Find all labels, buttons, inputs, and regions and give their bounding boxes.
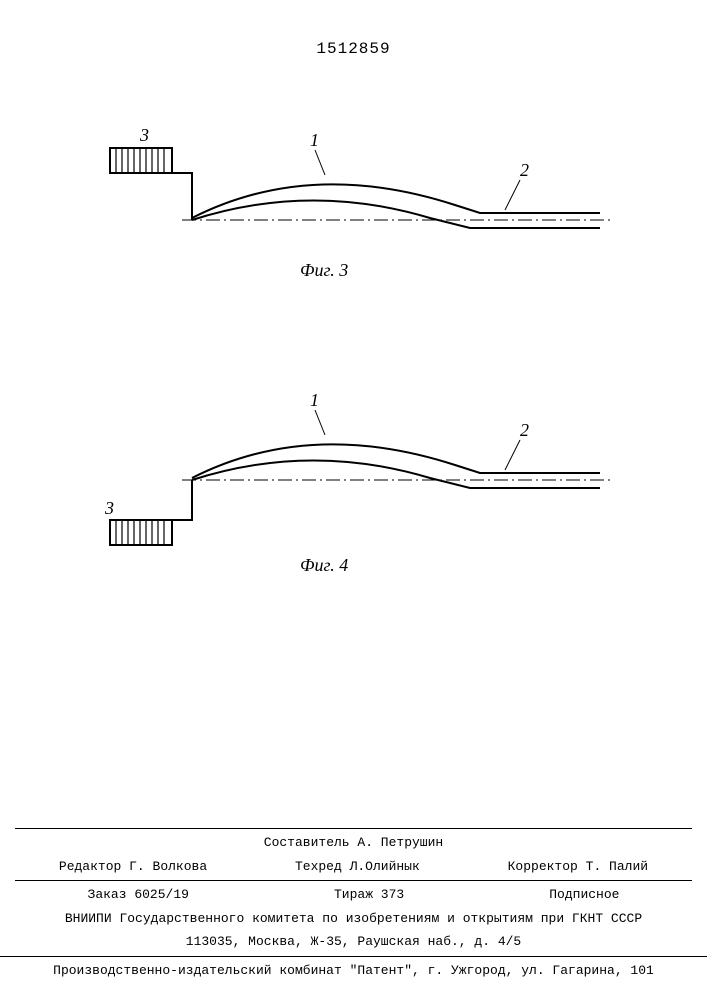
- label-1: 1: [310, 390, 319, 411]
- figure-4-caption: Фиг. 4: [300, 555, 348, 576]
- label-3: 3: [105, 498, 114, 519]
- page: 1512859: [0, 0, 707, 1000]
- leader-2: [505, 180, 520, 210]
- leaf-lower: [192, 200, 600, 228]
- label-3: 3: [140, 125, 149, 146]
- leader-1: [315, 410, 325, 435]
- print-house: Производственно-издательский комбинат "П…: [0, 959, 707, 1000]
- order-no: Заказ 6025/19: [88, 885, 189, 905]
- figure-4-svg: [100, 380, 610, 590]
- step-line: [172, 480, 192, 520]
- figure-3-svg: [100, 100, 610, 300]
- subscription: Подписное: [549, 885, 619, 905]
- leader-1: [315, 150, 325, 175]
- credits-row: Редактор Г. Волкова Техред Л.Олийнык Кор…: [0, 855, 707, 879]
- figure-3-caption: Фиг. 3: [300, 260, 348, 281]
- doc-number: 1512859: [0, 40, 707, 58]
- leaf-lower: [192, 460, 600, 488]
- part-3-block: [110, 520, 172, 545]
- leader-2: [505, 440, 520, 470]
- compiler-line: Составитель А. Петрушин: [0, 831, 707, 855]
- part-3-block: [110, 148, 172, 173]
- editor: Редактор Г. Волкова: [59, 857, 207, 877]
- corrector: Корректор Т. Палий: [508, 857, 648, 877]
- label-2: 2: [520, 420, 529, 441]
- figure-4: 3 1 2 Фиг. 4: [100, 380, 610, 590]
- footer: Составитель А. Петрушин Редактор Г. Волк…: [0, 826, 707, 1000]
- label-2: 2: [520, 160, 529, 181]
- figure-3: 3 1 2 Фиг. 3: [100, 100, 610, 300]
- leaf-upper: [192, 184, 600, 218]
- label-1: 1: [310, 130, 319, 151]
- step-line: [172, 173, 192, 220]
- org-line-2: 113035, Москва, Ж-35, Раушская наб., д. …: [0, 930, 707, 954]
- circulation: Тираж 373: [334, 885, 404, 905]
- techred: Техред Л.Олийнык: [295, 857, 420, 877]
- org-line-1: ВНИИПИ Государственного комитета по изоб…: [0, 907, 707, 931]
- leaf-upper: [192, 444, 600, 478]
- order-row: Заказ 6025/19 Тираж 373 Подписное: [0, 883, 707, 907]
